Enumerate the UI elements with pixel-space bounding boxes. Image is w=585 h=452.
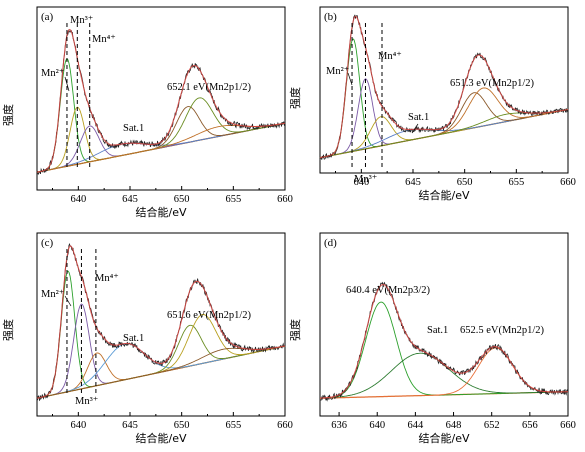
panel-c: 640 645 650 655 660 结合能/eV 强度 (c) Mn²⁺ Mn³⁺ Mn⁴⁺ Sa… bbox=[1, 232, 293, 445]
plot-frame bbox=[36, 6, 286, 191]
x-tick-label: 645 bbox=[122, 194, 138, 205]
annotation-label: Sat.1 bbox=[123, 123, 144, 134]
panel-label: (b) bbox=[324, 11, 337, 23]
plot-frame bbox=[36, 232, 286, 417]
x-tick-label: 640 bbox=[70, 194, 86, 205]
annotation-label: Mn³⁺ bbox=[70, 15, 93, 26]
annotation-label: Mn⁴⁺ bbox=[95, 273, 119, 284]
annotation-leader bbox=[347, 72, 353, 86]
x-tick-label: 660 bbox=[277, 420, 293, 431]
x-tick-label: 650 bbox=[457, 177, 473, 188]
annotation-label: Mn³⁺ bbox=[354, 174, 377, 185]
x-tick-label: 640 bbox=[353, 177, 369, 188]
annotation-leader bbox=[411, 123, 419, 134]
x-tick-label: 648 bbox=[446, 420, 462, 431]
x-tick-label: 655 bbox=[508, 177, 524, 188]
annotation-label: Mn⁴⁺ bbox=[92, 34, 116, 45]
x-axis-title: 结合能/eV bbox=[419, 431, 470, 445]
annotation-label: Mn²⁺ bbox=[326, 66, 349, 77]
annotation-label: 652.1 eV(Mn2p1/2) bbox=[167, 82, 251, 93]
x-tick-label: 655 bbox=[225, 420, 241, 431]
annotation-label: Sat.1 bbox=[408, 112, 429, 123]
component-curve bbox=[319, 38, 569, 159]
x-axis-title: 结合能/eV bbox=[136, 431, 187, 445]
x-tick-label: 640 bbox=[70, 420, 86, 431]
annotation-label: Sat.1 bbox=[123, 333, 144, 344]
component-curve bbox=[36, 106, 286, 173]
x-tick-label: 660 bbox=[560, 420, 576, 431]
component-curve bbox=[319, 78, 569, 159]
x-tick-label: 650 bbox=[174, 194, 190, 205]
component-curve bbox=[320, 352, 568, 399]
fit-envelope bbox=[320, 283, 568, 399]
x-tick-label: 650 bbox=[174, 420, 190, 431]
x-axis-title: 结合能/eV bbox=[419, 188, 470, 202]
panel-label: (c) bbox=[41, 237, 54, 249]
y-axis-title: 强度 bbox=[1, 319, 15, 341]
annotation-label: Mn⁴⁺ bbox=[378, 51, 402, 62]
annotation-label: 652.5 eV(Mn2p1/2) bbox=[460, 325, 544, 336]
component-curve bbox=[320, 347, 568, 399]
annotation-leader bbox=[64, 295, 72, 307]
x-tick-label: 660 bbox=[277, 194, 293, 205]
component-curve bbox=[36, 97, 286, 173]
panel-b: 640 645 650 655 660 结合能/eV 强度 (b) Mn²⁺ Mn³⁺ Mn⁴⁺ Sa… bbox=[288, 6, 576, 202]
x-axis-title: 结合能/eV bbox=[136, 205, 187, 219]
panel-a: 640 645 650 655 660 结合能/eV 强度 (a) Mn²⁺ Mn³⁺ Mn⁴⁺ Sa… bbox=[1, 6, 293, 219]
annotation-label: 640.4 eV(Mn2p3/2) bbox=[346, 285, 430, 296]
fit-envelope bbox=[319, 15, 569, 159]
component-curve bbox=[320, 301, 568, 399]
fit-envelope bbox=[36, 245, 286, 399]
panel-d: 636 640 644 648 652 656 660 结合能/eV 强度 (d) 640.4 eV… bbox=[288, 232, 576, 445]
component-curve bbox=[36, 106, 286, 173]
y-axis-title: 强度 bbox=[288, 87, 302, 109]
annotation-label: Mn²⁺ bbox=[41, 289, 64, 300]
annotation-label: Mn²⁺ bbox=[41, 68, 64, 79]
plot-frame bbox=[319, 6, 569, 174]
raw-spectrum bbox=[36, 242, 286, 402]
panel-label: (a) bbox=[41, 11, 54, 23]
x-tick-label: 660 bbox=[560, 177, 576, 188]
x-tick-label: 636 bbox=[331, 420, 347, 431]
y-axis-title: 强度 bbox=[1, 104, 15, 126]
x-tick-label: 655 bbox=[225, 194, 241, 205]
plot-frame bbox=[319, 232, 569, 417]
x-tick-label: 645 bbox=[122, 420, 138, 431]
annotation-label: 651.6 eV(Mn2p1/2) bbox=[167, 310, 251, 321]
component-curve bbox=[36, 314, 286, 399]
annotation-leader bbox=[64, 76, 70, 92]
x-tick-label: 652 bbox=[484, 420, 500, 431]
annotation-label: 651.3 eV(Mn2p1/2) bbox=[450, 78, 534, 89]
panel-label: (d) bbox=[324, 237, 337, 249]
annotation-label: Mn³⁺ bbox=[75, 396, 98, 407]
raw-spectrum bbox=[319, 281, 569, 402]
x-tick-label: 644 bbox=[408, 420, 425, 431]
component-curve bbox=[319, 87, 569, 159]
annotation-label: Sat.1 bbox=[427, 325, 448, 336]
x-tick-label: 656 bbox=[522, 420, 538, 431]
y-axis-title: 强度 bbox=[288, 319, 302, 341]
x-tick-label: 640 bbox=[369, 420, 385, 431]
x-tick-label: 645 bbox=[405, 177, 421, 188]
fit-envelope bbox=[36, 28, 286, 173]
